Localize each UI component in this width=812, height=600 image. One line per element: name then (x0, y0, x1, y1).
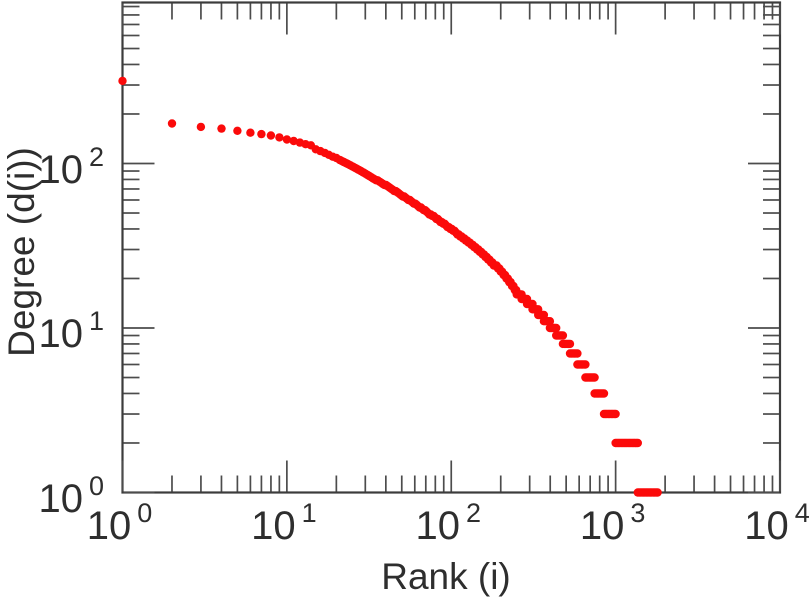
y-tick-label: 10 0 (38, 470, 104, 521)
x-tick-label: 10 1 (251, 498, 317, 548)
data-point (118, 76, 127, 86)
y-tick-label: 10 2 (38, 141, 104, 192)
x-tick-label: 10 2 (415, 498, 482, 548)
data-point (558, 331, 568, 340)
data-point (217, 124, 226, 133)
data-point (565, 339, 575, 349)
y-axis-title: Degree (d(i)) (1, 147, 42, 357)
x-tick-label: 10 3 (579, 498, 646, 548)
data-point (552, 323, 561, 333)
data-point (275, 133, 284, 142)
x-tick-label: 10 4 (744, 498, 810, 548)
scatter-points (118, 76, 662, 497)
data-point (282, 135, 292, 144)
data-point (266, 131, 276, 140)
data-point (246, 128, 255, 137)
data-point (590, 373, 599, 382)
data-point (581, 360, 590, 369)
x-tick-label: 10 0 (86, 498, 153, 548)
data-point (257, 129, 266, 139)
data-point (545, 317, 555, 326)
data-point (653, 488, 662, 497)
x-axis-title: Rank (i) (381, 556, 511, 597)
data-point (599, 389, 609, 398)
data-point (196, 122, 206, 132)
data-point (611, 409, 620, 419)
data-point (633, 438, 642, 448)
data-point (233, 126, 242, 135)
data-point (167, 119, 177, 128)
plot-border (121, 1, 782, 494)
data-point (573, 349, 582, 358)
y-tick-label: 10 1 (38, 306, 104, 356)
